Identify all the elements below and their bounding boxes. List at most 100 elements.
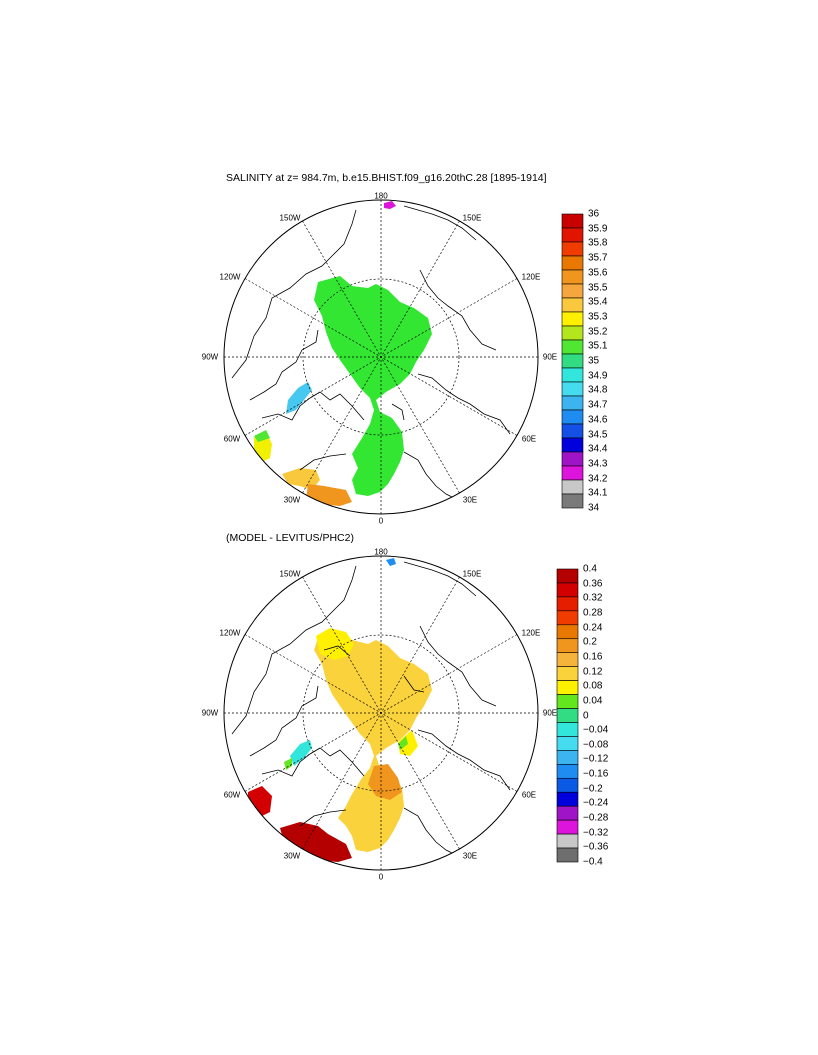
panel1-colorbar-tick-label: 34.4: [588, 443, 608, 455]
panel2-lon-label-180: 180: [374, 547, 388, 557]
panel1-lon-label-120w: 120W: [219, 272, 241, 282]
panel2-colorbar-swatch: [556, 708, 579, 723]
panel1-colorbar: [561, 213, 584, 509]
panel2-map: [223, 555, 539, 871]
panel2-colorbar-tick-label: −0.36: [583, 841, 609, 853]
panel2-colorbar-swatch: [556, 736, 579, 751]
panel2-diff-patch-green-west: [284, 758, 292, 770]
panel2-lon-label-0: 0: [378, 872, 384, 882]
panel1-colorbar-swatch: [561, 227, 584, 243]
panel2-colorbar-swatch: [556, 750, 579, 765]
panel2-colorbar-tick-label: −0.32: [583, 827, 609, 839]
panel1-colorbar-tick-label: 34.6: [588, 414, 608, 426]
panel1-lon-label-120e: 120E: [521, 272, 541, 282]
panel2-lon-label-30w: 30W: [283, 851, 301, 861]
panel2-map-boundary: [223, 555, 539, 871]
panel1-colorbar-swatch: [561, 339, 584, 355]
panel2-coastlines: [231, 561, 511, 857]
panel2-colorbar-swatch: [556, 666, 579, 681]
panel1-colorbar-swatch: [561, 479, 584, 495]
panel2-colorbar-tick-label: 0.16: [583, 651, 603, 663]
panel2-diff-field-gold: [314, 632, 432, 852]
panel2-lon-label-60w: 60W: [223, 790, 241, 800]
panel1-colorbar-tick-label: 35.6: [588, 267, 608, 279]
panel2-colorbar-swatch: [556, 694, 579, 709]
panel1-colorbar-swatch: [561, 283, 584, 299]
panel2-colorbar-swatch: [556, 582, 579, 598]
panel2-colorbar-tick-label: 0.2: [583, 636, 597, 648]
panel1-colorbar-swatch: [561, 297, 584, 313]
panel1-lon-label-90w: 90W: [201, 352, 219, 362]
panel1-lon-label-150w: 150W: [279, 213, 301, 223]
panel1-lon-label-30e: 30E: [462, 495, 478, 505]
panel1-colorbar-tick-label: 35.7: [588, 252, 608, 264]
panel2-diff-patch-cyan: [290, 740, 312, 766]
panel2-colorbar-tick-label: 0.08: [583, 680, 603, 692]
panel2-colorbar-swatch: [556, 791, 579, 807]
panel2-title: (MODEL - LEVITUS/PHC2): [226, 532, 354, 544]
panel1-colorbar-swatch: [561, 395, 584, 411]
panel2-colorbar-swatch: [556, 680, 579, 695]
panel2-lon-label-120e: 120E: [521, 628, 541, 638]
panel1-lon-label-90e: 90E: [542, 352, 558, 362]
panel2-diff-patch-orange: [368, 764, 402, 800]
panel1-colorbar-tick-label: 35.4: [588, 296, 608, 308]
panel1-colorbar-swatch: [561, 367, 584, 383]
panel2-colorbar-swatch: [556, 652, 579, 667]
panel1-colorbar-swatch: [561, 213, 584, 229]
panel2-colorbar-swatch: [556, 610, 579, 626]
panel2-diff-patch-green-east: [398, 736, 408, 750]
panel2-colorbar-tick-label: 0.4: [583, 563, 597, 575]
panel2-colorbar-tick-label: −0.28: [583, 812, 609, 824]
panel2-diff-patch-yellow-east: [398, 730, 418, 756]
panel2-colorbar-swatch: [556, 805, 579, 821]
panel1-salinity-patch-30w-orange: [306, 484, 352, 506]
panel2-lon-label-90e: 90E: [542, 708, 558, 718]
panel2-colorbar-tick-label: −0.4: [583, 856, 603, 868]
panel2-colorbar-tick-label: −0.04: [583, 724, 609, 736]
panel2-colorbar-tick-label: 0.24: [583, 622, 603, 634]
panel1-colorbar-swatch: [561, 241, 584, 257]
panel1-colorbar-tick-label: 35.2: [588, 326, 608, 338]
panel2-lon-label-90w: 90W: [201, 708, 219, 718]
panel1-coastlines: [231, 205, 511, 501]
panel2-diff-patch-yellow: [316, 628, 354, 660]
panel1-colorbar-tick-label: 35.9: [588, 223, 608, 235]
panel1-colorbar-tick-label: 35.3: [588, 311, 608, 323]
panel1-map-boundary: [223, 199, 539, 515]
panel1-graticule: [224, 200, 538, 514]
panel1-colorbar-swatch: [561, 381, 584, 397]
panel2-colorbar-tick-label: −0.24: [583, 797, 609, 809]
panel1-lon-label-0: 0: [378, 516, 384, 526]
panel2-colorbar-swatch: [556, 596, 579, 612]
panel1-colorbar-swatch: [561, 423, 584, 439]
panel2-colorbar-tick-label: 0: [583, 710, 589, 721]
panel2-colorbar-swatch: [556, 764, 579, 779]
panel1-colorbar-swatch: [561, 353, 584, 369]
panel1-colorbar-tick-label: 34: [588, 502, 600, 514]
panel2-graticule: [224, 556, 538, 870]
panel1-salinity-field-green: [314, 276, 432, 496]
panel2-colorbar-swatch: [556, 638, 579, 654]
panel1-colorbar-tick-label: 34.7: [588, 399, 608, 411]
panel1-map: [223, 199, 539, 515]
panel2-colorbar: [556, 568, 579, 863]
panel1-colorbar-tick-label: 36: [588, 208, 600, 220]
panel2-lon-label-60e: 60E: [521, 790, 537, 800]
panel1-colorbar-tick-label: 34.8: [588, 384, 608, 396]
panel1-title: SALINITY at z= 984.7m, b.e15.BHIST.f09_g…: [226, 172, 547, 184]
panel2-colorbar-tick-label: 0.28: [583, 607, 603, 619]
panel1-colorbar-tick-label: 34.9: [588, 370, 608, 382]
panel2-colorbar-tick-label: 0.32: [583, 592, 603, 604]
panel1-colorbar-tick-label: 34.2: [588, 473, 608, 485]
panel1-salinity-patch-magenta: [384, 201, 396, 209]
panel1-colorbar-swatch: [561, 493, 584, 509]
panel2-colorbar-swatch: [556, 847, 579, 863]
panel1-lon-label-30w: 30W: [283, 495, 301, 505]
panel1-lon-label-60e: 60E: [521, 434, 537, 444]
panel2-colorbar-tick-label: −0.08: [583, 739, 609, 751]
panel2-lon-label-120w: 120W: [219, 628, 241, 638]
panel1-colorbar-tick-label: 35: [588, 355, 600, 367]
panel1-colorbar-tick-label: 35.1: [588, 340, 608, 352]
